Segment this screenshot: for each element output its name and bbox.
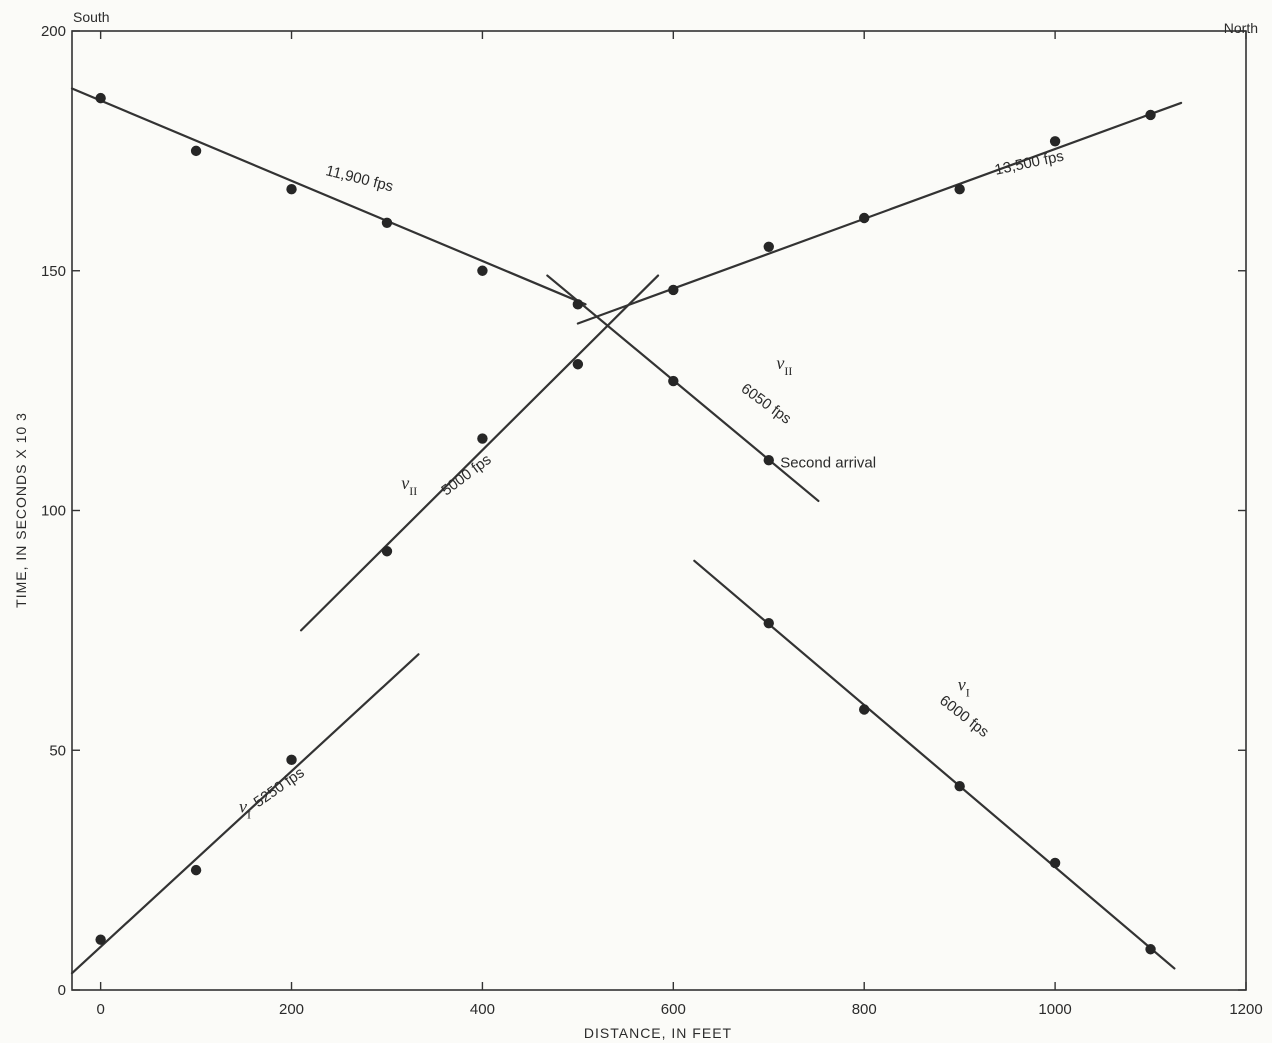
velocity-symbol: vII: [401, 473, 417, 498]
plot-frame: [71, 30, 1247, 991]
data-point-series-2: [477, 265, 488, 276]
data-point-series-2: [668, 375, 679, 387]
y-tick-label: 0: [58, 982, 66, 999]
data-point-series-1: [954, 184, 965, 195]
data-point-series-2: [286, 184, 297, 195]
data-point-series-1: [1145, 109, 1156, 121]
data-point-series-1: [668, 284, 679, 296]
data-point-series-1: [572, 359, 584, 370]
data-point-series-1: [190, 864, 202, 876]
data-point-series-3: [1049, 857, 1061, 869]
data-point-series-2: [763, 454, 774, 466]
x-tick-label: 800: [852, 1001, 877, 1018]
y-tick-label: 200: [41, 23, 66, 40]
data-point-series-3: [859, 704, 870, 715]
data-point-series-2: [572, 299, 584, 310]
data-point-series-2: [381, 217, 393, 228]
velocity-annotation: 6050 fps: [738, 380, 795, 428]
fit-line-2: [299, 274, 660, 632]
data-point-series-1: [477, 433, 488, 444]
fit-line-6: [693, 559, 1176, 970]
x-tick-label: 400: [470, 1001, 495, 1018]
data-point-series-3: [954, 781, 965, 792]
x-axis-title: DISTANCE, IN FEET: [584, 1025, 732, 1041]
data-point-series-1: [1049, 136, 1061, 147]
north-label: North: [1224, 20, 1258, 36]
data-point-series-1: [763, 241, 774, 252]
data-point-series-1: [95, 934, 106, 945]
data-point-series-3: [1145, 944, 1156, 955]
velocity-annotation: 11,900 fps: [324, 162, 395, 195]
south-label: South: [73, 9, 110, 25]
data-point-series-3: [763, 617, 774, 629]
data-point-series-1: [859, 212, 870, 224]
x-tick-label: 1000: [1038, 1001, 1071, 1018]
x-tick-label: 1200: [1229, 1001, 1262, 1018]
x-tick-label: 600: [661, 1001, 686, 1018]
y-tick-label: 150: [41, 263, 66, 280]
y-tick-label: 100: [41, 503, 66, 520]
x-tick-label: 200: [279, 1001, 304, 1018]
data-point-series-1: [286, 754, 297, 766]
fit-line-5: [546, 274, 820, 503]
velocity-symbol: vI: [958, 674, 970, 699]
data-point-series-2: [95, 92, 106, 104]
velocity-annotation: 6000 fps: [936, 692, 992, 741]
fit-line-1: [70, 653, 420, 975]
y-tick-label: 50: [49, 742, 66, 759]
velocity-annotation: 13,500 fps: [993, 148, 1065, 179]
y-axis-title: TIME, IN SECONDS X 10 3: [13, 412, 29, 608]
velocity-annotation: 5000 fps: [438, 451, 494, 499]
x-tick-label: 0: [96, 1001, 104, 1018]
data-point-series-1: [381, 546, 393, 557]
fit-line-4: [70, 87, 587, 306]
velocity-annotation: Second arrival: [780, 454, 876, 471]
data-point-series-2: [190, 145, 202, 157]
velocity-annotation: 5250 fps: [251, 764, 308, 811]
fit-line-3: [576, 101, 1183, 325]
velocity-symbol: vII: [776, 353, 792, 378]
